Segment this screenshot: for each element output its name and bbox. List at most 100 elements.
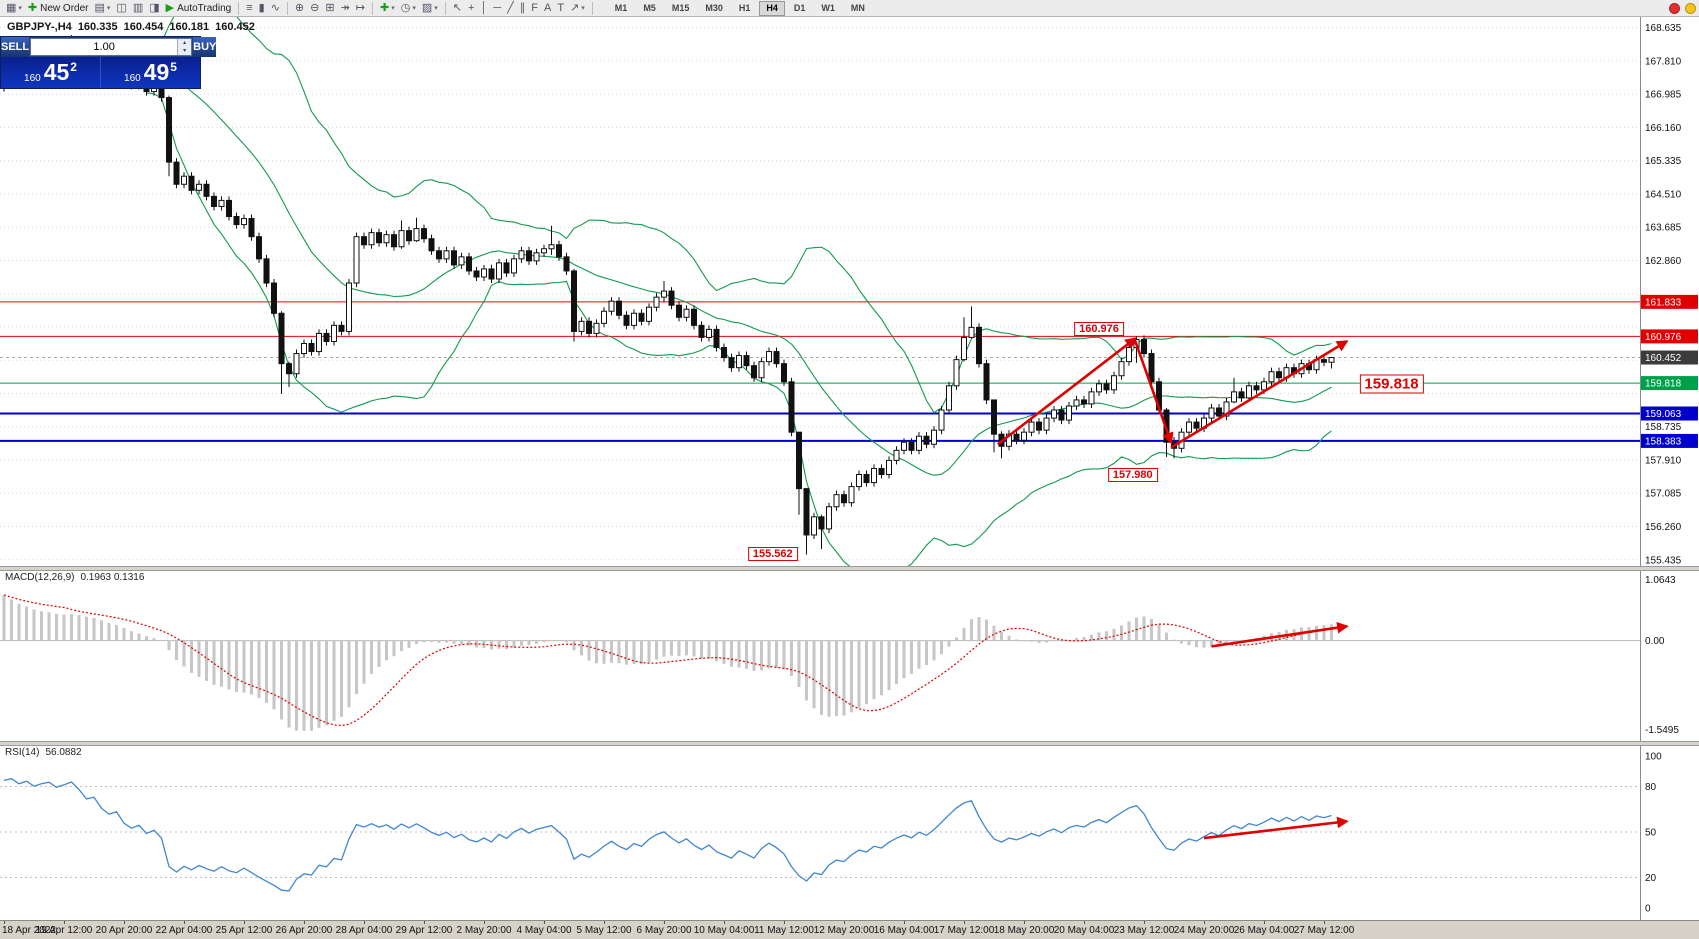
toolbar-separator <box>444 1 446 15</box>
time-label: 20 May 04:00 <box>1053 925 1115 936</box>
time-tick <box>724 921 725 924</box>
time-label: 2 May 20:00 <box>456 925 512 936</box>
trendline-icon[interactable]: ╱ <box>504 1 517 16</box>
autotrading-glyph: ▶ <box>165 1 175 14</box>
time-tick <box>1144 921 1145 924</box>
time-axis[interactable]: 18 Apr 2022 19 Apr 12:00 20 Apr 20:00 22 Ap… <box>0 920 1699 939</box>
timeframe-m15[interactable]: M15 <box>671 2 690 13</box>
new-order-glyph: ✚ <box>27 1 38 14</box>
timeframe-m5[interactable]: M5 <box>643 2 656 13</box>
time-tick <box>904 921 905 924</box>
templates-icon-glyph: ▨ <box>421 1 433 14</box>
trade-widget-header: SELL ▴ ▾ BUY <box>1 37 217 57</box>
toolbar-separator <box>372 1 374 15</box>
new-order-button[interactable]: ✚ New Order <box>25 1 92 16</box>
volume-down-icon[interactable]: ▾ <box>178 47 192 55</box>
market-watch-icon[interactable]: ◫ <box>113 1 129 16</box>
bid-price[interactable]: 160 45 2 <box>1 57 101 88</box>
chart-shift-icon[interactable]: ↦ <box>353 1 368 16</box>
timeframe-h1[interactable]: H1 <box>738 2 751 13</box>
new-order-button-label: New Order <box>40 2 89 14</box>
caret-down-icon: ▾ <box>434 5 438 12</box>
navigator-icon[interactable]: ◨ <box>146 1 162 16</box>
text-icon[interactable]: A <box>541 1 554 16</box>
ask-price[interactable]: 160 49 5 <box>101 57 200 88</box>
time-label: 19 Apr 12:00 <box>35 925 93 936</box>
candles-chart-icon[interactable]: ▮ <box>256 1 268 16</box>
cursor-icon-glyph: ↖ <box>452 1 463 14</box>
channel-icon[interactable]: ∥ <box>517 1 529 16</box>
time-label: 17 May 12:00 <box>933 925 995 936</box>
time-tick <box>844 921 845 924</box>
rsi-name: RSI(14) <box>5 747 40 758</box>
time-label: 12 May 20:00 <box>813 925 875 936</box>
arrows-icon[interactable]: ↗ ▾ <box>567 1 588 16</box>
autotrading-button-label: AutoTrading <box>177 2 232 14</box>
line-chart-icon-glyph: ∿ <box>270 1 280 14</box>
text-label-icon[interactable]: T <box>554 1 567 16</box>
panel-splitter[interactable] <box>0 741 1699 746</box>
volume-up-icon[interactable]: ▴ <box>178 39 192 47</box>
profiles-icon[interactable]: ▤ ▾ <box>92 1 114 16</box>
bid-main: 160 <box>24 73 41 84</box>
arrows-icon-glyph: ↗ <box>570 1 580 14</box>
buy-button[interactable]: BUY <box>193 37 217 57</box>
indicators-icon[interactable]: ✚ ▾ <box>377 1 398 16</box>
time-tick <box>4 921 5 924</box>
templates-icon[interactable]: ▨ ▾ <box>419 1 441 16</box>
timeframe-toolbar: M1 M5 M15 M30 H1 H4 D1 W1 MN <box>607 0 873 16</box>
autotrading-button[interactable]: ▶ AutoTrading <box>163 1 235 16</box>
time-tick <box>244 921 245 924</box>
time-label: 24 May 20:00 <box>1173 925 1235 936</box>
volume-input[interactable] <box>31 39 178 55</box>
periods-icon[interactable]: ◷ ▾ <box>398 1 419 16</box>
vertical-line-icon[interactable]: │ <box>477 1 490 16</box>
tile-windows-icon[interactable]: ⊞ <box>322 1 337 16</box>
time-tick <box>1084 921 1085 924</box>
line-chart-icon[interactable]: ∿ <box>268 1 283 16</box>
cursor-icon[interactable]: ↖ <box>450 1 465 16</box>
zoom-out-icon[interactable]: ⊖ <box>307 1 322 16</box>
timeframe-d1[interactable]: D1 <box>793 2 806 13</box>
bar-low: 160.181 <box>169 21 210 33</box>
time-label: 18 Apr 2022 <box>2 925 56 936</box>
bar-open: 160.335 <box>77 21 118 33</box>
panel-splitter[interactable] <box>0 566 1699 571</box>
periods-icon-glyph: ◷ <box>400 1 411 14</box>
macd-indicator-label: MACD(12,26,9) 0.1963 0.1316 <box>5 572 150 583</box>
caret-down-icon: ▾ <box>391 5 395 12</box>
zoom-out-icon-glyph: ⊖ <box>310 1 320 14</box>
time-label: 25 Apr 12:00 <box>215 925 273 936</box>
horizontal-line-icon[interactable]: ─ <box>490 1 504 16</box>
fibonacci-icon-glyph: F <box>531 1 538 14</box>
bar-high: 160.454 <box>123 21 164 33</box>
time-label: 26 Apr 20:00 <box>275 925 333 936</box>
time-label: 11 May 12:00 <box>754 925 814 936</box>
timeframe-mn[interactable]: MN <box>850 2 865 13</box>
bid-ask-panel: 160 45 2 160 49 5 <box>1 57 200 88</box>
chart-shift-icon-glyph: ↦ <box>355 1 366 14</box>
rsi-value: 56.0882 <box>45 747 82 758</box>
time-tick <box>124 921 125 924</box>
caret-down-icon: ▾ <box>412 5 416 12</box>
toolbar-separator <box>591 1 593 15</box>
auto-scroll-icon[interactable]: ↠ <box>338 1 353 16</box>
timeframe-h4[interactable]: H4 <box>759 0 785 16</box>
crosshair-icon[interactable]: + <box>465 1 477 16</box>
fibonacci-icon[interactable]: F <box>528 1 541 16</box>
volume-box: ▴ ▾ <box>30 38 193 56</box>
chart-plot-area[interactable] <box>0 17 1640 920</box>
new-chart-icon[interactable]: ▦ ▾ <box>3 1 25 16</box>
timeframe-m30[interactable]: M30 <box>705 2 723 13</box>
bid-point: 2 <box>70 60 77 74</box>
bars-chart-icon[interactable]: ≡ <box>243 1 255 16</box>
text-label-icon-glyph: T <box>557 1 565 14</box>
price-scale[interactable] <box>1640 17 1699 920</box>
timeframe-w1[interactable]: W1 <box>821 2 835 13</box>
sell-button[interactable]: SELL <box>1 37 30 57</box>
data-window-icon[interactable]: ▥ <box>130 1 146 16</box>
market-watch-icon-glyph: ◫ <box>116 1 127 14</box>
timeframe-m1[interactable]: M1 <box>614 2 628 13</box>
horizontal-line-icon-glyph: ─ <box>493 1 502 14</box>
zoom-in-icon[interactable]: ⊕ <box>292 1 307 16</box>
